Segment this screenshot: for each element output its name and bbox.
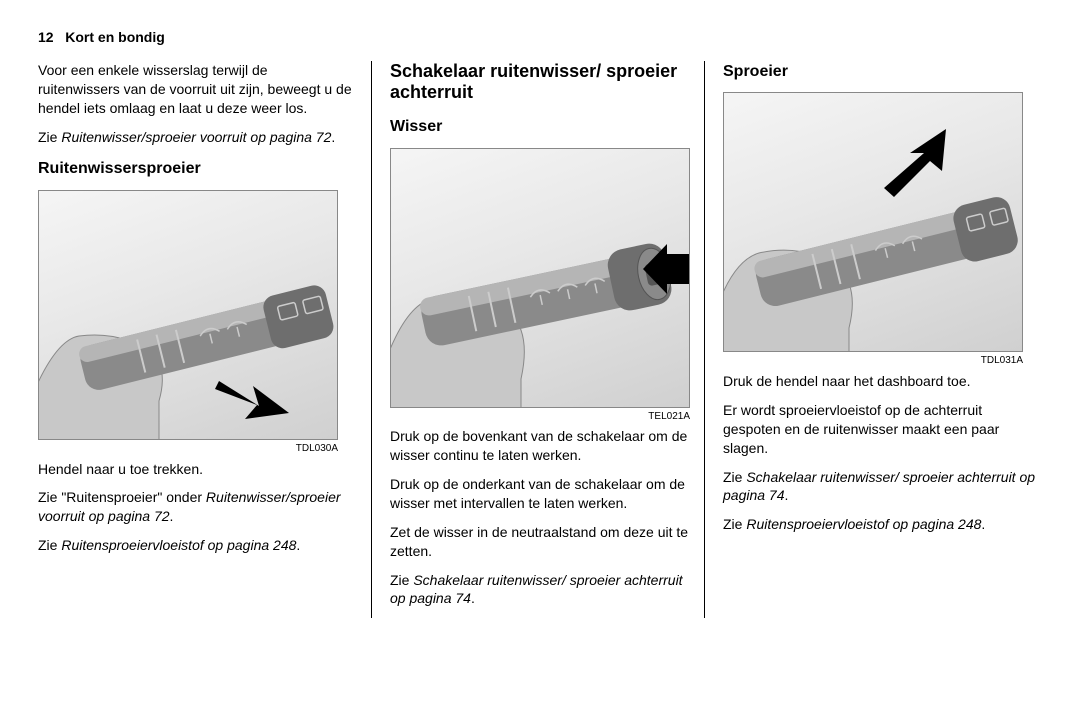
caption-1: Hendel naar u toe trekken. <box>38 460 353 479</box>
page-header: 12 Kort en bondig <box>38 28 1040 47</box>
subheading-wisser: Wisser <box>390 116 694 138</box>
subheading-sproeier: Sproeier <box>723 61 1037 83</box>
lever-illustration-2 <box>391 149 690 408</box>
see-reference-2: Zie "Ruitensproeier" onder Ruitenwisser/… <box>38 488 353 526</box>
see-reference-3: Zie Ruitensproeiervloeistof op pagina 24… <box>38 536 353 555</box>
col3-p1: Druk de hendel naar het dashboard toe. <box>723 372 1037 391</box>
figure-code-3: TDL031A <box>723 354 1023 368</box>
col2-p2: Druk op de onderkant van de schakelaar o… <box>390 475 694 513</box>
figure-tdl031a <box>723 92 1023 352</box>
see-reference-col3-1: Zie Schakelaar ruitenwisser/ sproeier ac… <box>723 468 1037 506</box>
col2-p3: Zet de wisser in de neutraalstand om dez… <box>390 523 694 561</box>
col3-p2: Er wordt sproeiervloeistof op de achterr… <box>723 401 1037 458</box>
content-columns: Voor een enkele wisserslag terwijl de ru… <box>38 61 1040 618</box>
see-reference-col3-2: Zie Ruitensproeiervloeistof op pagina 24… <box>723 515 1037 534</box>
heading-schakelaar: Schakelaar ruitenwisser/ sproeier achter… <box>390 61 694 104</box>
section-title: Kort en bondig <box>65 29 165 45</box>
arrow-down-icon <box>215 381 289 419</box>
page-number: 12 <box>38 29 54 45</box>
see-reference-col2: Zie Schakelaar ruitenwisser/ sproeier ac… <box>390 571 694 609</box>
col2-p1: Druk op de bovenkant van de schakelaar o… <box>390 427 694 465</box>
figure-code-2: TEL021A <box>390 410 690 424</box>
lever-illustration-3 <box>724 93 1023 352</box>
intro-paragraph: Voor een enkele wisserslag terwijl de ru… <box>38 61 353 118</box>
figure-tdl030a <box>38 190 338 440</box>
figure-tel021a <box>390 148 690 408</box>
arrow-up-icon <box>884 129 946 197</box>
lever-illustration-1 <box>39 191 338 440</box>
figure-code-1: TDL030A <box>38 442 338 456</box>
column-1: Voor een enkele wisserslag terwijl de ru… <box>38 61 371 618</box>
see-reference-1: Zie Ruitenwisser/sproeier voorruit op pa… <box>38 128 353 147</box>
column-3: Sproeier <box>704 61 1037 618</box>
column-2: Schakelaar ruitenwisser/ sproeier achter… <box>371 61 704 618</box>
subheading-ruitenwissersproeier: Ruitenwissersproeier <box>38 158 353 180</box>
